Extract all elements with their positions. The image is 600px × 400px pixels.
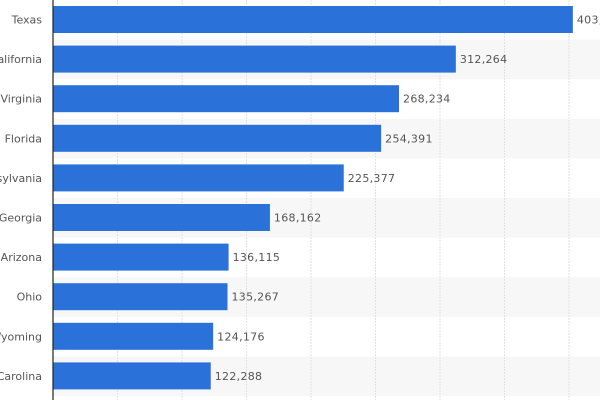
category-label: Georgia [0,212,42,225]
value-label: 135,267 [231,291,279,304]
category-label: Ohio [17,291,43,304]
category-label: Carolina [0,370,42,383]
value-label: 268,234 [403,93,451,106]
bar [53,124,382,152]
value-label: 225,377 [348,172,396,185]
category-label: Texas [11,14,43,27]
category-label: Virginia [1,93,42,106]
bar [53,85,400,113]
bar [53,243,229,271]
bar [53,362,211,390]
value-label: 136,115 [233,251,281,264]
value-label: 168,162 [274,212,322,225]
bar [53,164,344,192]
bar [53,6,573,33]
value-label: 254,391 [385,132,433,145]
value-label: 403, [577,14,600,27]
category-label: Florida [5,132,42,145]
category-label: Arizona [1,251,42,264]
bar [53,45,456,73]
value-label: 312,264 [460,53,508,66]
bar [53,283,228,311]
category-label: alifornia [0,53,42,66]
bar [53,322,214,350]
value-label: 124,176 [217,330,265,343]
category-label: /yoming [0,330,42,343]
category-label: sylvania [0,172,42,185]
value-label: 122,288 [215,370,263,383]
bar [53,204,270,231]
